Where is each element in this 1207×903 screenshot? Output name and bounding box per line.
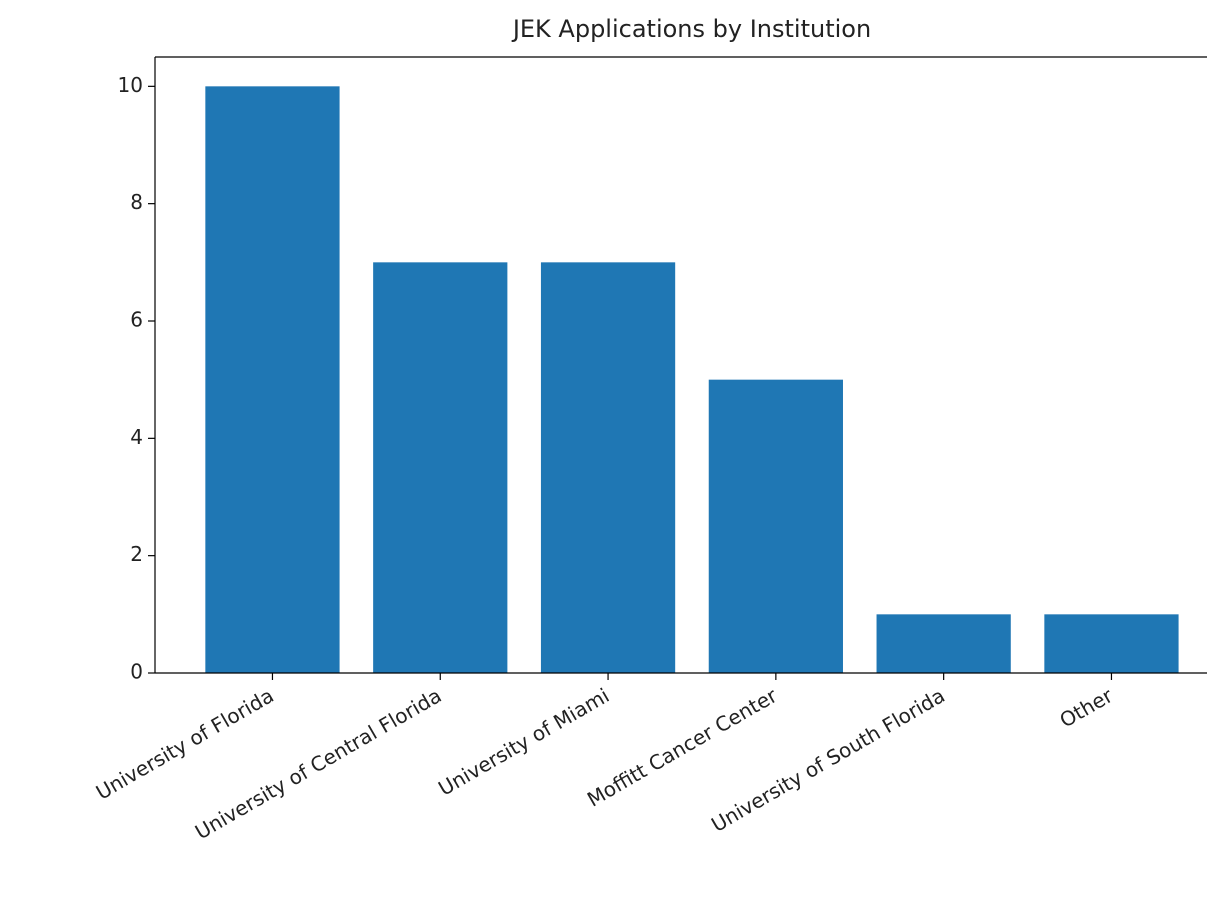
- x-tick-label: University of Miami: [434, 683, 613, 800]
- y-tick-label: 6: [130, 308, 143, 332]
- x-tick-label: University of Florida: [92, 683, 278, 804]
- y-tick-label: 4: [130, 425, 143, 449]
- x-tick-label: Other: [1056, 683, 1118, 733]
- y-tick-label: 8: [130, 190, 143, 214]
- bar: [205, 86, 340, 674]
- y-tick-label: 10: [118, 73, 143, 97]
- y-tick-label: 0: [130, 660, 143, 684]
- y-tick-label: 2: [130, 542, 143, 566]
- bar: [876, 614, 1011, 673]
- bar: [373, 262, 508, 673]
- bar: [540, 262, 676, 673]
- chart-title: JEK Applications by Institution: [511, 15, 871, 43]
- bar: [708, 379, 843, 673]
- bar: [1044, 614, 1179, 673]
